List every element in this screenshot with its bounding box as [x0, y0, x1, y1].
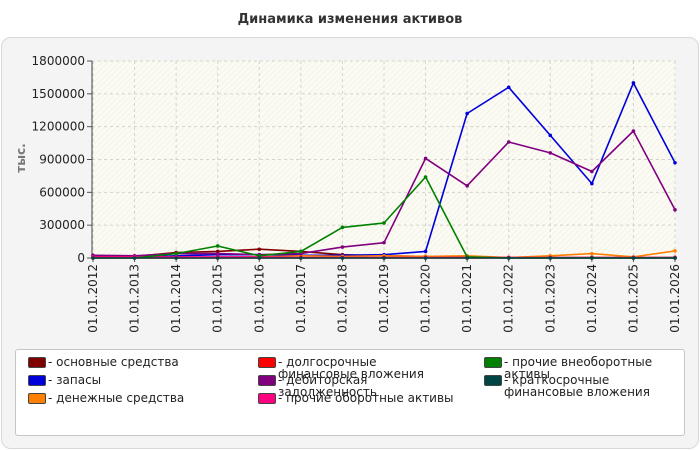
data-point-1 — [257, 247, 262, 252]
data-point-5 — [423, 156, 428, 161]
data-point-8 — [423, 256, 428, 260]
x-tick-label: 01.01.2012 — [86, 264, 100, 333]
y-tick-label: 1800000 — [32, 54, 85, 68]
data-point-7 — [215, 244, 220, 248]
data-point-7 — [299, 249, 303, 254]
x-tick-label: 01.01.2026 — [668, 264, 682, 333]
legend-swatch — [28, 357, 46, 368]
legend-label: - прочие оборотные активы — [278, 391, 454, 405]
data-point-2 — [423, 249, 428, 254]
data-point-5 — [382, 240, 386, 245]
data-point-8 — [257, 256, 262, 260]
x-tick-label: 01.01.2022 — [502, 264, 516, 333]
chart-legend: - основные средства - запасы - денежные ср… — [15, 349, 685, 436]
data-point-2 — [590, 181, 594, 186]
data-point-5 — [506, 140, 511, 144]
legend-swatch — [484, 375, 502, 386]
y-axis-label: тыс. — [14, 143, 28, 172]
x-tick-label: 01.01.2016 — [252, 264, 266, 333]
x-tick-label: 01.01.2015 — [211, 264, 225, 333]
data-point-2 — [631, 81, 636, 85]
data-point-8 — [382, 256, 386, 260]
y-tick-label: 600000 — [39, 185, 85, 199]
legend-swatch — [484, 357, 502, 368]
data-point-8 — [548, 256, 553, 260]
data-point-8 — [91, 256, 95, 260]
data-point-5 — [631, 129, 636, 133]
legend-label: - дебиторская задолженность — [278, 373, 377, 399]
data-point-2 — [465, 111, 469, 116]
x-tick-label: 01.01.2013 — [128, 264, 142, 333]
data-point-8 — [590, 256, 594, 260]
y-tick-label: 1500000 — [32, 87, 85, 101]
x-tick-label: 01.01.2021 — [460, 264, 474, 333]
legend-label: - основные средства — [48, 355, 179, 369]
legend-label: - запасы — [48, 373, 102, 387]
data-point-8 — [340, 256, 345, 260]
x-tick-label: 01.01.2025 — [626, 264, 640, 333]
data-point-5 — [590, 169, 594, 174]
y-tick-label: 300000 — [39, 218, 85, 232]
data-point-7 — [174, 251, 178, 256]
y-tick-label: 0 — [77, 251, 85, 265]
data-point-5 — [215, 251, 220, 256]
legend-swatch — [258, 357, 276, 368]
data-point-7 — [423, 175, 428, 179]
data-point-8 — [299, 256, 303, 260]
data-point-5 — [673, 208, 677, 212]
data-point-3 — [673, 249, 677, 253]
data-point-5 — [340, 245, 345, 249]
data-point-8 — [215, 256, 220, 260]
data-point-8 — [631, 256, 636, 260]
x-tick-label: 01.01.2014 — [169, 264, 183, 333]
legend-label: - долгосрочные финансовые вложения — [278, 355, 424, 381]
data-point-5 — [465, 183, 469, 188]
data-point-8 — [673, 256, 677, 260]
x-tick-label: 01.01.2017 — [294, 264, 308, 333]
data-point-8 — [174, 256, 178, 260]
data-point-2 — [506, 85, 511, 90]
legend-label: - краткосрочные финансовые вложения — [504, 373, 650, 399]
x-tick-label: 01.01.2024 — [585, 264, 599, 333]
y-tick-label: 900000 — [39, 153, 85, 167]
x-tick-label: 01.01.2020 — [419, 264, 433, 333]
data-point-8 — [132, 256, 137, 260]
legend-swatch — [258, 375, 276, 386]
x-tick-label: 01.01.2018 — [335, 264, 349, 333]
x-tick-label: 01.01.2019 — [377, 264, 391, 333]
data-point-8 — [506, 256, 511, 260]
legend-swatch — [258, 393, 276, 404]
data-point-8 — [465, 256, 469, 260]
data-point-7 — [340, 225, 345, 230]
data-point-7 — [382, 221, 386, 225]
chart-title: Динамика изменения активов — [237, 12, 463, 27]
legend-swatch — [28, 393, 46, 404]
data-point-5 — [548, 151, 553, 155]
legend-label: - прочие внеоборотные активы — [504, 355, 653, 381]
data-point-2 — [548, 133, 553, 138]
x-tick-label: 01.01.2023 — [543, 264, 557, 333]
data-point-3 — [590, 251, 594, 256]
legend-label: - денежные средства — [48, 391, 185, 405]
legend-swatch — [28, 375, 46, 386]
data-point-2 — [673, 160, 677, 165]
y-tick-label: 1200000 — [32, 120, 85, 134]
